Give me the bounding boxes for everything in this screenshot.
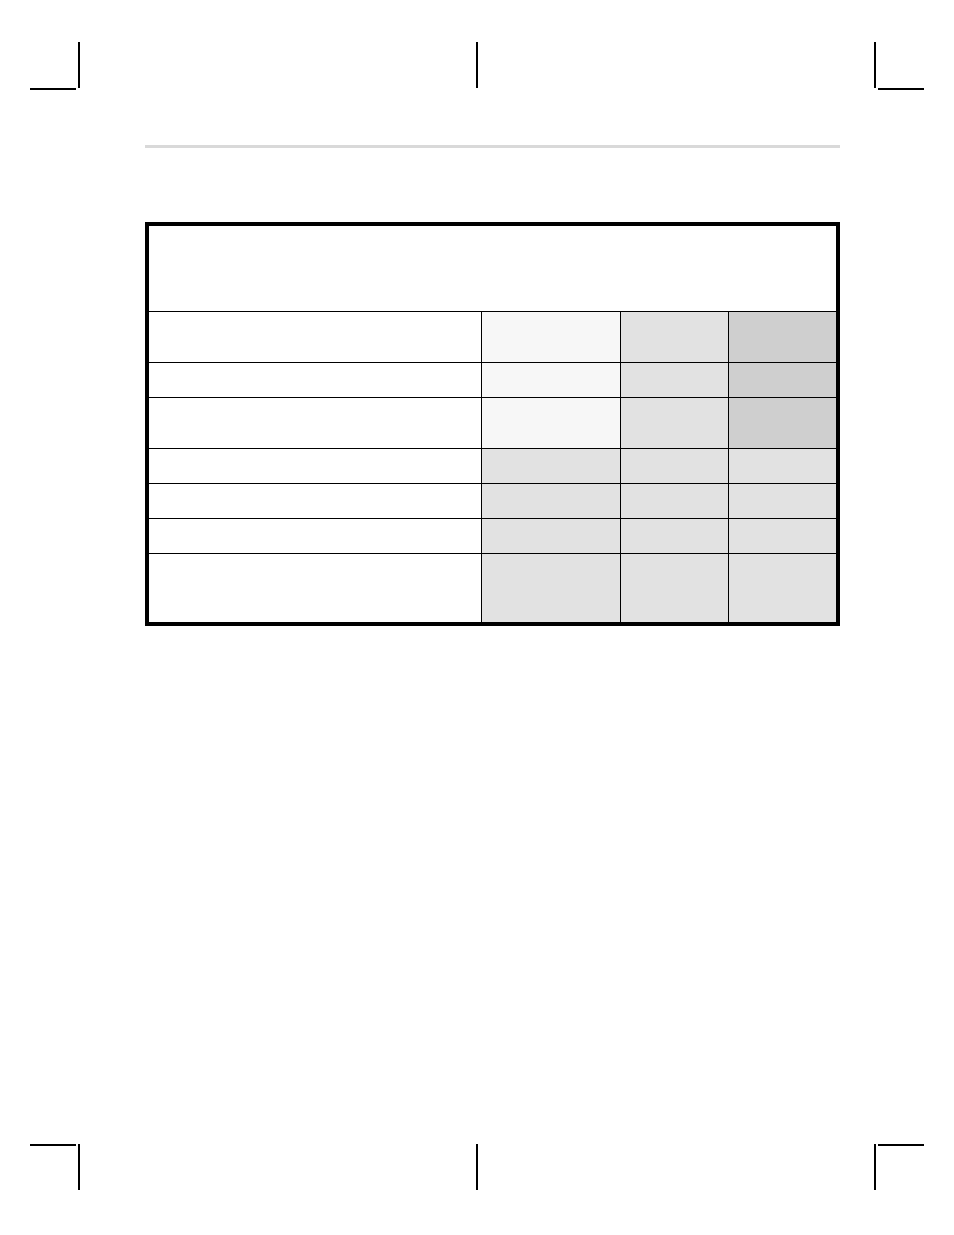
- row2-col3: [729, 398, 838, 449]
- row2-col2: [621, 398, 729, 449]
- data-table: [145, 222, 840, 626]
- table-row: [147, 484, 838, 519]
- page: [0, 0, 954, 1235]
- row1-col3: [729, 363, 838, 398]
- table-row: [147, 398, 838, 449]
- table-wrapper: [145, 222, 840, 626]
- row5-col3: [729, 519, 838, 554]
- row2-col1: [481, 398, 621, 449]
- crop-mark-top-left-v: [78, 42, 80, 88]
- table-header-row: [147, 224, 838, 312]
- table-row: [147, 519, 838, 554]
- crop-mark-top-center-v: [476, 42, 478, 88]
- crop-mark-bottom-right-v: [874, 1144, 876, 1190]
- table-row: [147, 363, 838, 398]
- row6-col2: [621, 554, 729, 625]
- row2-label: [147, 398, 481, 449]
- row3-col2: [621, 449, 729, 484]
- crop-mark-bottom-center-v: [476, 1144, 478, 1190]
- crop-mark-top-right-v: [874, 42, 876, 88]
- table-row: [147, 449, 838, 484]
- row4-col3: [729, 484, 838, 519]
- row1-col1: [481, 363, 621, 398]
- row5-col1: [481, 519, 621, 554]
- crop-mark-bottom-right-h: [878, 1144, 924, 1146]
- row1-col2: [621, 363, 729, 398]
- row6-label: [147, 554, 481, 625]
- row0-col1: [481, 312, 621, 363]
- row3-label: [147, 449, 481, 484]
- crop-mark-top-left-h: [30, 88, 76, 90]
- row1-label: [147, 363, 481, 398]
- crop-mark-bottom-left-h: [30, 1144, 76, 1146]
- table-header-cell: [147, 224, 838, 312]
- crop-mark-bottom-left-v: [78, 1144, 80, 1190]
- crop-mark-top-right-h: [878, 88, 924, 90]
- row3-col1: [481, 449, 621, 484]
- table-row: [147, 554, 838, 625]
- row5-col2: [621, 519, 729, 554]
- row5-label: [147, 519, 481, 554]
- row0-label: [147, 312, 481, 363]
- row4-label: [147, 484, 481, 519]
- row6-col1: [481, 554, 621, 625]
- table-row: [147, 312, 838, 363]
- row4-col2: [621, 484, 729, 519]
- row0-col3: [729, 312, 838, 363]
- header-rule: [145, 145, 840, 148]
- row4-col1: [481, 484, 621, 519]
- row0-col2: [621, 312, 729, 363]
- row6-col3: [729, 554, 838, 625]
- row3-col3: [729, 449, 838, 484]
